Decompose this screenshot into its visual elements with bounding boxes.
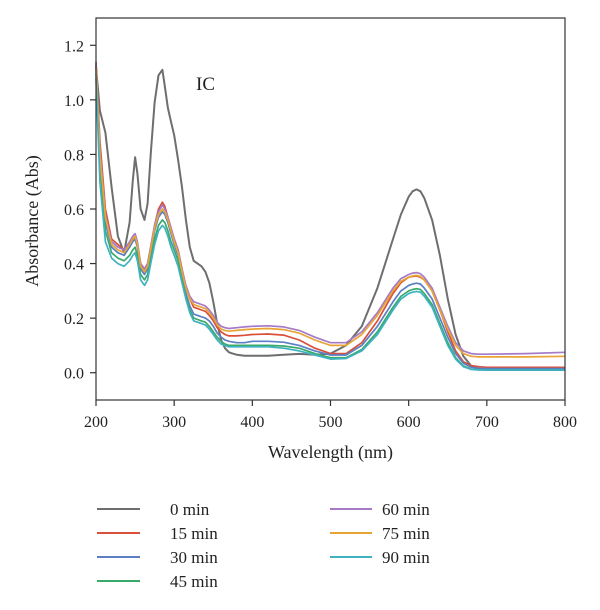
legend-label: 45 min [170,572,218,591]
x-tick-label: 700 [475,414,499,431]
legend-label: 30 min [170,548,218,567]
x-axis: 200 300 400 500 600 700 800 [84,400,577,431]
y-tick-label: 1.0 [64,93,84,110]
x-tick-label: 200 [84,414,108,431]
x-tick-label: 800 [553,414,577,431]
y-tick-label: 0.8 [64,147,84,164]
series-line-3 [95,72,565,371]
series-line-5 [95,67,566,358]
y-tick-label: 0.4 [64,257,84,274]
y-tick-label: 0.2 [64,311,84,328]
x-tick-label: 400 [240,414,264,431]
x-tick-label: 300 [162,414,186,431]
legend-label: 60 min [382,500,430,519]
legend-label: 15 min [170,524,218,543]
y-tick-label: 1.2 [64,38,84,55]
series-line-2 [95,64,565,370]
y-axis: 0.0 0.2 0.4 0.6 0.8 1.0 1.2 [64,38,96,383]
series-line-0 [95,67,565,371]
y-axis-title: Absorbance (Abs) [22,155,43,286]
legend: 0 min 15 min 30 min 45 min 60 min 75 min 90 mi… [97,500,430,591]
plot-lines [95,61,566,371]
y-tick-label: 0.6 [64,202,84,219]
x-tick-label: 600 [397,414,421,431]
chart-annotation-ic: IC [196,74,215,95]
series-line-6 [95,77,565,371]
legend-label: 75 min [382,524,430,543]
x-tick-label: 500 [319,414,343,431]
series-line-4 [95,64,566,356]
legend-label: 90 min [382,548,430,567]
x-axis-title: Wavelength (nm) [268,442,393,463]
y-tick-label: 0.0 [64,366,84,383]
legend-label: 0 min [170,500,210,519]
